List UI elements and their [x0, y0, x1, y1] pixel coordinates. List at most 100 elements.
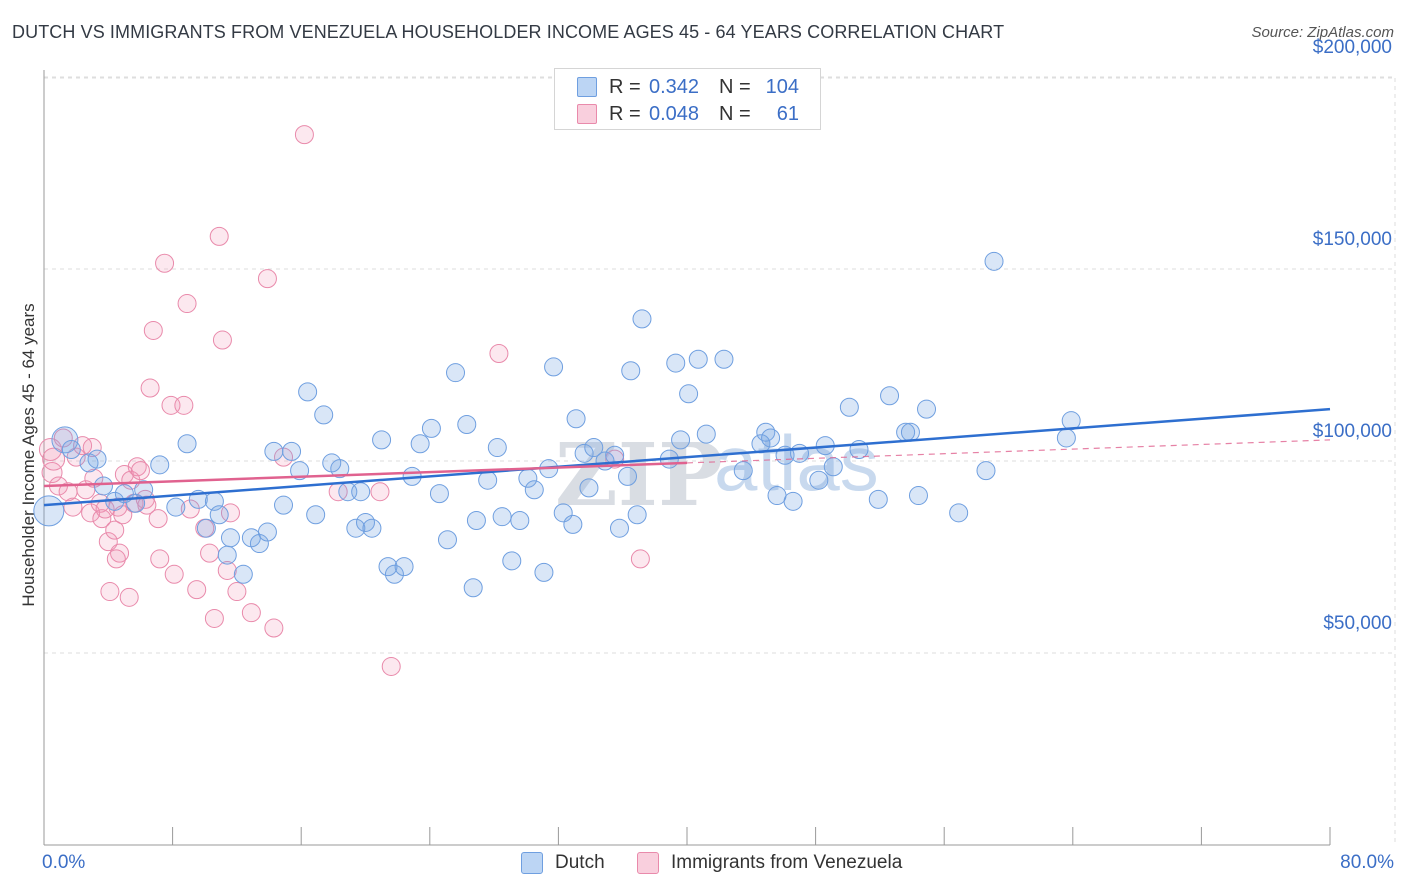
dutch-point	[809, 470, 829, 490]
venezuela-point	[106, 549, 126, 569]
dutch-point	[621, 361, 641, 381]
venezuela-point	[264, 618, 284, 638]
dutch-point	[492, 507, 512, 527]
dutch-point	[314, 405, 334, 425]
dutch-point	[839, 397, 859, 417]
venezuela-point	[164, 564, 184, 584]
dutch-point	[502, 551, 522, 571]
axes	[43, 70, 1331, 846]
y-tick-label: $100,000	[1313, 421, 1392, 442]
watermark-zip: ZIP	[555, 425, 723, 526]
dutch-point	[166, 497, 186, 517]
dutch-point	[579, 478, 599, 498]
dutch-point	[61, 439, 81, 459]
dutch-point	[566, 409, 586, 429]
y-tick-label: $50,000	[1323, 613, 1392, 634]
dutch-point	[478, 470, 498, 490]
dutch-point	[880, 386, 900, 406]
trend-line-venezuela	[43, 461, 688, 488]
dutch-point	[609, 518, 629, 538]
dutch-point	[93, 476, 113, 496]
dutch-point	[150, 455, 170, 475]
dutch-point	[346, 518, 366, 538]
legend-swatch-venezuela	[577, 104, 597, 124]
dutch-point	[790, 443, 810, 463]
dutch-point	[351, 482, 371, 502]
dutch-point	[306, 505, 326, 525]
venezuela-point	[63, 497, 83, 517]
legend-row-dutch: R = 0.342 N = 104	[577, 76, 799, 98]
dutch-point	[87, 449, 107, 469]
venezuela-point	[42, 447, 66, 471]
dutch-point	[274, 495, 294, 515]
dutch-point	[544, 357, 564, 377]
dutch-point	[618, 466, 638, 486]
venezuela-point	[209, 226, 229, 246]
venezuela-point	[630, 549, 650, 569]
legend-swatch-venezuela	[637, 852, 659, 874]
dutch-point	[466, 511, 486, 531]
legend-r-value: 0.342	[649, 75, 700, 98]
x-tick-max: 80.0%	[1340, 852, 1394, 873]
dutch-point	[457, 415, 477, 435]
dutch-point	[437, 530, 457, 550]
venezuela-point	[130, 461, 150, 481]
dutch-point	[282, 441, 302, 461]
venezuela-point	[257, 269, 277, 289]
dutch-point	[666, 353, 686, 373]
dutch-point	[196, 518, 216, 538]
venezuela-point	[82, 438, 102, 458]
dutch-point	[733, 461, 753, 481]
dutch-point	[233, 564, 253, 584]
dutch-point	[823, 457, 843, 477]
y-tick-label: $200,000	[1313, 37, 1392, 58]
chart-title: DUTCH VS IMMIGRANTS FROM VENEZUELA HOUSE…	[12, 22, 1005, 42]
dutch-point	[868, 489, 888, 509]
legend-n-value: 61	[776, 102, 799, 125]
dutch-point	[249, 534, 269, 554]
dutch-point	[209, 505, 229, 525]
venezuela-point	[100, 582, 120, 602]
venezuela-point	[119, 587, 139, 607]
dutch-point	[627, 505, 647, 525]
dutch-point	[917, 399, 937, 419]
venezuela-point	[150, 549, 170, 569]
dutch-point	[463, 578, 483, 598]
dutch-point	[421, 418, 441, 438]
venezuela-point	[370, 482, 390, 502]
dutch-point	[605, 445, 625, 465]
dutch-point	[1056, 428, 1076, 448]
dutch-point	[217, 545, 237, 565]
venezuela-point	[200, 543, 220, 563]
dutch-point	[33, 495, 65, 527]
venezuela-point	[110, 543, 130, 563]
legend-label-dutch: Dutch	[555, 852, 605, 873]
watermark-atlas: atlas	[714, 419, 879, 507]
dutch-point	[257, 522, 277, 542]
venezuela-point	[140, 378, 160, 398]
dutch-point	[524, 480, 544, 500]
legend-r-label: R =	[609, 75, 641, 98]
dutch-point	[563, 514, 583, 534]
legend-item-dutch[interactable]: Dutch	[521, 852, 605, 874]
watermark: ZIP atlas	[555, 419, 879, 526]
trend-line-venezuela-extension	[686, 439, 1331, 464]
dutch-point	[510, 511, 530, 531]
dutch-point	[679, 384, 699, 404]
dutch-point	[372, 430, 392, 450]
x-tick-min: 0.0%	[42, 852, 86, 873]
dutch-point	[688, 349, 708, 369]
series-legend: Dutch Immigrants from Venezuela	[0, 852, 1406, 876]
series-dutch	[33, 251, 1081, 598]
dutch-point	[632, 309, 652, 329]
dutch-point	[177, 434, 197, 454]
venezuela-point	[105, 520, 125, 540]
venezuela-point	[381, 656, 401, 676]
trend-lines	[43, 407, 1331, 507]
legend-item-venezuela[interactable]: Immigrants from Venezuela	[637, 852, 902, 874]
legend-row-venezuela: R = 0.048 N = 61	[577, 103, 799, 125]
legend-r-label: R =	[609, 102, 641, 125]
dutch-point	[446, 363, 466, 383]
dutch-point	[534, 562, 554, 582]
